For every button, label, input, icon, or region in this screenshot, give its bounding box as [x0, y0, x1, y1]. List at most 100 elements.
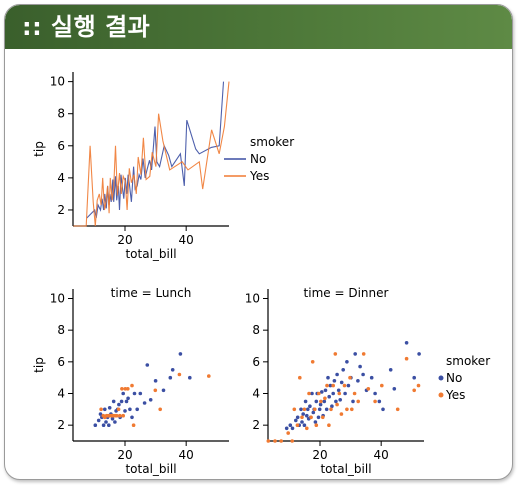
- data-point-yes: [120, 387, 124, 391]
- data-point-no: [343, 391, 347, 396]
- data-point-no: [330, 404, 334, 409]
- data-point-no: [324, 407, 329, 412]
- y-tick-label: 2: [57, 203, 65, 217]
- data-point-no: [101, 423, 106, 428]
- data-point-yes: [356, 399, 361, 404]
- y-axis-label: tip: [32, 141, 46, 157]
- data-point-no: [334, 399, 338, 404]
- data-point-yes: [114, 413, 119, 418]
- y-tick-label: 10: [50, 292, 65, 306]
- data-point-no: [132, 391, 137, 396]
- data-point-no: [351, 399, 355, 404]
- y-axis-label: tip: [32, 357, 46, 373]
- data-point-no: [178, 352, 183, 356]
- data-point-no: [335, 372, 339, 377]
- data-point-no: [332, 379, 337, 383]
- data-point-yes: [345, 407, 349, 412]
- data-point-yes: [177, 372, 182, 377]
- data-point-no: [313, 420, 318, 424]
- data-point-no: [417, 352, 421, 356]
- data-point-yes: [325, 383, 329, 388]
- data-point-no: [299, 407, 303, 412]
- x-tick-label: 20: [117, 233, 132, 247]
- y-tick-label: 6: [57, 355, 65, 369]
- data-point-yes: [380, 383, 384, 388]
- data-point-no: [128, 407, 132, 412]
- data-point-yes: [331, 383, 336, 388]
- legend-entry-yes: Yes: [249, 169, 269, 183]
- data-point-no: [318, 402, 323, 407]
- data-point-no: [303, 399, 308, 404]
- data-point-no: [323, 388, 328, 393]
- data-point-no: [361, 372, 365, 377]
- data-point-no: [110, 417, 115, 421]
- data-point-no: [138, 391, 143, 396]
- data-point-yes: [309, 415, 313, 420]
- legend-title: smoker: [250, 135, 294, 149]
- legend-2: smoker No Yes: [438, 354, 490, 402]
- data-point-no: [327, 394, 332, 399]
- x-axis-label: total_bill: [125, 247, 176, 261]
- data-point-no: [103, 407, 107, 412]
- data-point-yes: [339, 412, 344, 416]
- data-point-no: [308, 404, 312, 409]
- data-point-yes: [298, 375, 302, 380]
- y-tick-label: 2: [57, 418, 65, 432]
- data-point-no: [148, 398, 153, 402]
- data-point-yes: [333, 352, 338, 356]
- data-point-no: [317, 407, 322, 412]
- result-card: :: 실행 결과: [4, 4, 513, 480]
- data-point-no: [336, 388, 341, 393]
- x-tick-label: 20: [312, 448, 327, 462]
- data-point-no: [300, 420, 304, 424]
- data-point-no: [284, 426, 289, 431]
- panel-title: time = Lunch: [111, 286, 192, 300]
- legend-swatch-no: [438, 375, 444, 381]
- data-point-no: [98, 412, 103, 416]
- data-point-yes: [153, 388, 158, 393]
- data-point-no: [295, 415, 300, 420]
- data-point-no: [113, 420, 117, 424]
- data-point-yes: [118, 413, 122, 418]
- data-point-no: [107, 406, 112, 410]
- data-point-no: [358, 364, 362, 369]
- data-point-no: [121, 391, 125, 396]
- data-point-yes: [116, 407, 121, 412]
- chart-panel-2: [263, 289, 424, 446]
- data-point-yes: [292, 407, 297, 412]
- x-tick-label: 40: [179, 448, 194, 462]
- data-point-no: [388, 368, 393, 372]
- data-point-yes: [342, 383, 347, 388]
- data-point-yes: [305, 426, 309, 431]
- data-point-no: [170, 368, 175, 372]
- data-point-yes: [295, 423, 300, 428]
- chart-panel-1: [68, 289, 229, 446]
- data-point-no: [305, 413, 309, 418]
- chart-panel-0: [68, 72, 230, 231]
- y-tick-label: 10: [50, 75, 65, 89]
- result-banner: :: 실행 결과: [5, 5, 512, 49]
- data-point-no: [310, 391, 314, 396]
- data-point-yes: [158, 407, 162, 412]
- data-point-yes: [310, 360, 315, 364]
- data-point-no: [331, 391, 336, 396]
- data-point-no: [301, 412, 306, 416]
- data-point-no: [328, 383, 333, 388]
- data-point-no: [288, 423, 293, 428]
- data-point-no: [145, 363, 150, 367]
- y-tick-label: 8: [252, 323, 260, 337]
- x-tick-label: 40: [374, 448, 389, 462]
- data-point-no: [381, 407, 385, 412]
- data-point-no: [290, 426, 295, 431]
- data-point-no: [142, 401, 147, 405]
- data-point-no: [124, 399, 129, 404]
- y-tick-label: 2: [252, 418, 260, 432]
- data-point-yes: [366, 387, 371, 391]
- data-point-no: [161, 388, 166, 393]
- data-point-no: [168, 375, 173, 380]
- legend-entry-yes: Yes: [445, 388, 465, 402]
- data-point-yes: [321, 415, 325, 420]
- series-line-yes: [73, 81, 230, 227]
- data-point-no: [346, 383, 351, 388]
- data-point-no: [338, 398, 343, 402]
